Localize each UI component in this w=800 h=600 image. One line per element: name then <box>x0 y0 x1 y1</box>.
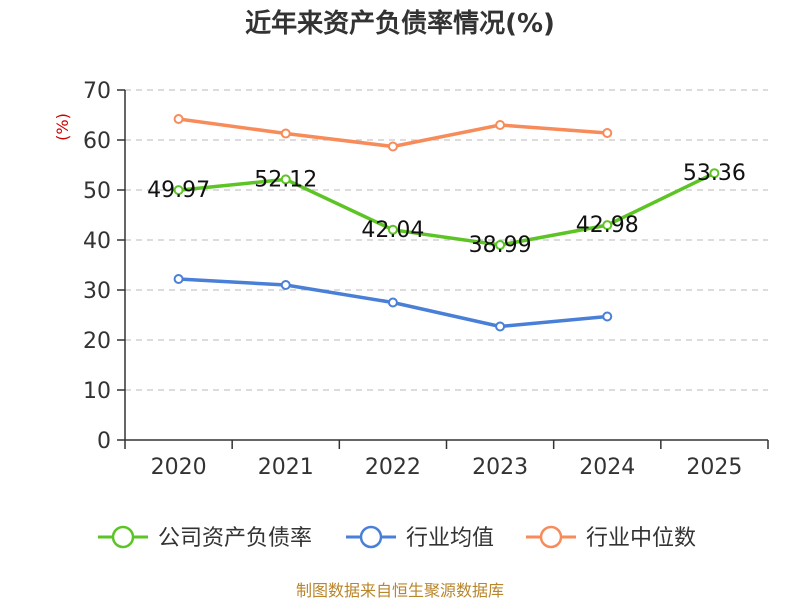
data-point <box>280 174 291 185</box>
y-tick-label: 70 <box>83 79 111 104</box>
y-axis-unit: (%) <box>53 113 72 141</box>
legend: 公司资产负债率 行业均值 行业中位数 <box>98 525 696 551</box>
axes: 0 10 20 30 40 50 60 70 2020 2021 2022 2023 2024 2025 <box>83 79 769 480</box>
source-note: 制图数据来自恒生聚源数据库 <box>296 581 504 600</box>
data-label: 53.36 <box>683 161 746 186</box>
data-label: 38.99 <box>469 233 532 258</box>
x-tick-label: 2025 <box>686 455 742 480</box>
legend-label: 公司资产负债率 <box>158 526 312 551</box>
gridlines <box>125 89 768 391</box>
y-tick-label: 30 <box>83 279 111 304</box>
data-point <box>495 321 506 332</box>
y-tick-label: 0 <box>97 429 111 454</box>
legend-label: 行业均值 <box>406 526 494 551</box>
y-tick-label: 40 <box>83 229 111 254</box>
legend-label: 行业中位数 <box>586 526 696 551</box>
series-line <box>178 171 716 247</box>
y-tick-label: 10 <box>83 379 111 404</box>
x-tick-label: 2020 <box>151 455 207 480</box>
data-point <box>387 297 398 308</box>
data-point <box>602 311 613 322</box>
data-point <box>495 120 506 130</box>
data-label: 49.97 <box>147 178 210 203</box>
data-point <box>709 168 720 179</box>
data-label: 42.04 <box>361 218 424 243</box>
x-tick-label: 2023 <box>472 455 528 480</box>
chart-title: 近年来资产负债率情况(%) <box>245 8 555 39</box>
x-tick-label: 2021 <box>258 455 314 480</box>
data-point <box>280 280 291 290</box>
data-point <box>173 114 184 124</box>
legend-swatch-marker <box>111 525 135 549</box>
x-tick-label: 2022 <box>365 455 421 480</box>
data-point <box>387 224 398 235</box>
legend-swatch-marker <box>539 525 563 549</box>
data-label: 42.98 <box>576 213 639 238</box>
data-point <box>495 240 506 251</box>
data-label: 52.12 <box>254 167 317 192</box>
series-group: 49.97 52.12 42.04 38.99 42.98 53.36 <box>147 114 746 332</box>
y-tick-label: 60 <box>83 129 111 154</box>
data-point <box>173 274 184 284</box>
x-tick-label: 2024 <box>579 455 635 480</box>
data-point <box>602 220 613 231</box>
y-tick-label: 20 <box>83 329 111 354</box>
legend-swatch-marker <box>359 525 383 549</box>
data-point <box>173 185 184 196</box>
data-point <box>280 128 291 139</box>
data-point <box>602 128 613 138</box>
data-point <box>387 141 398 152</box>
y-tick-label: 50 <box>83 179 111 204</box>
